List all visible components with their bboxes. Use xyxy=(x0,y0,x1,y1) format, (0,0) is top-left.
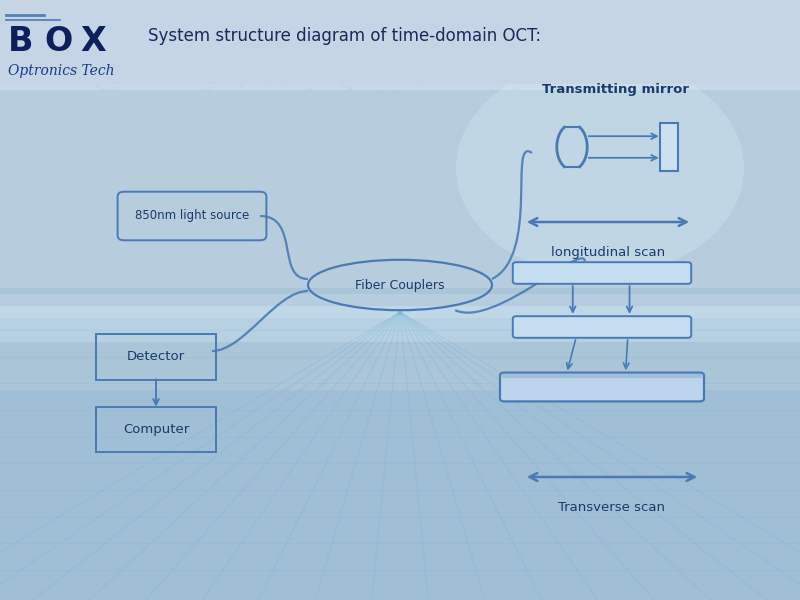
Text: X: X xyxy=(80,25,106,58)
Text: Fiber Couplers: Fiber Couplers xyxy=(355,278,445,292)
Bar xyxy=(660,123,678,171)
FancyBboxPatch shape xyxy=(513,262,691,284)
Bar xyxy=(0,0,800,90)
Text: B: B xyxy=(8,25,34,58)
Bar xyxy=(0,306,800,342)
Circle shape xyxy=(456,60,744,276)
Text: O: O xyxy=(44,25,72,58)
Bar xyxy=(0,90,800,288)
Text: longitudinal scan: longitudinal scan xyxy=(551,246,665,259)
FancyBboxPatch shape xyxy=(500,373,704,401)
Bar xyxy=(0,390,800,600)
Text: System structure diagram of time-domain OCT:: System structure diagram of time-domain … xyxy=(148,27,541,45)
Bar xyxy=(0,0,800,84)
Text: Transverse scan: Transverse scan xyxy=(558,501,666,514)
Text: 850nm light source: 850nm light source xyxy=(135,209,249,223)
Text: Detector: Detector xyxy=(127,350,185,364)
Text: Transmitting mirror: Transmitting mirror xyxy=(542,83,690,96)
Bar xyxy=(0,294,800,318)
Text: Optronics Tech: Optronics Tech xyxy=(8,64,114,78)
Text: Computer: Computer xyxy=(123,422,189,436)
Bar xyxy=(0,288,800,390)
FancyBboxPatch shape xyxy=(513,316,691,338)
